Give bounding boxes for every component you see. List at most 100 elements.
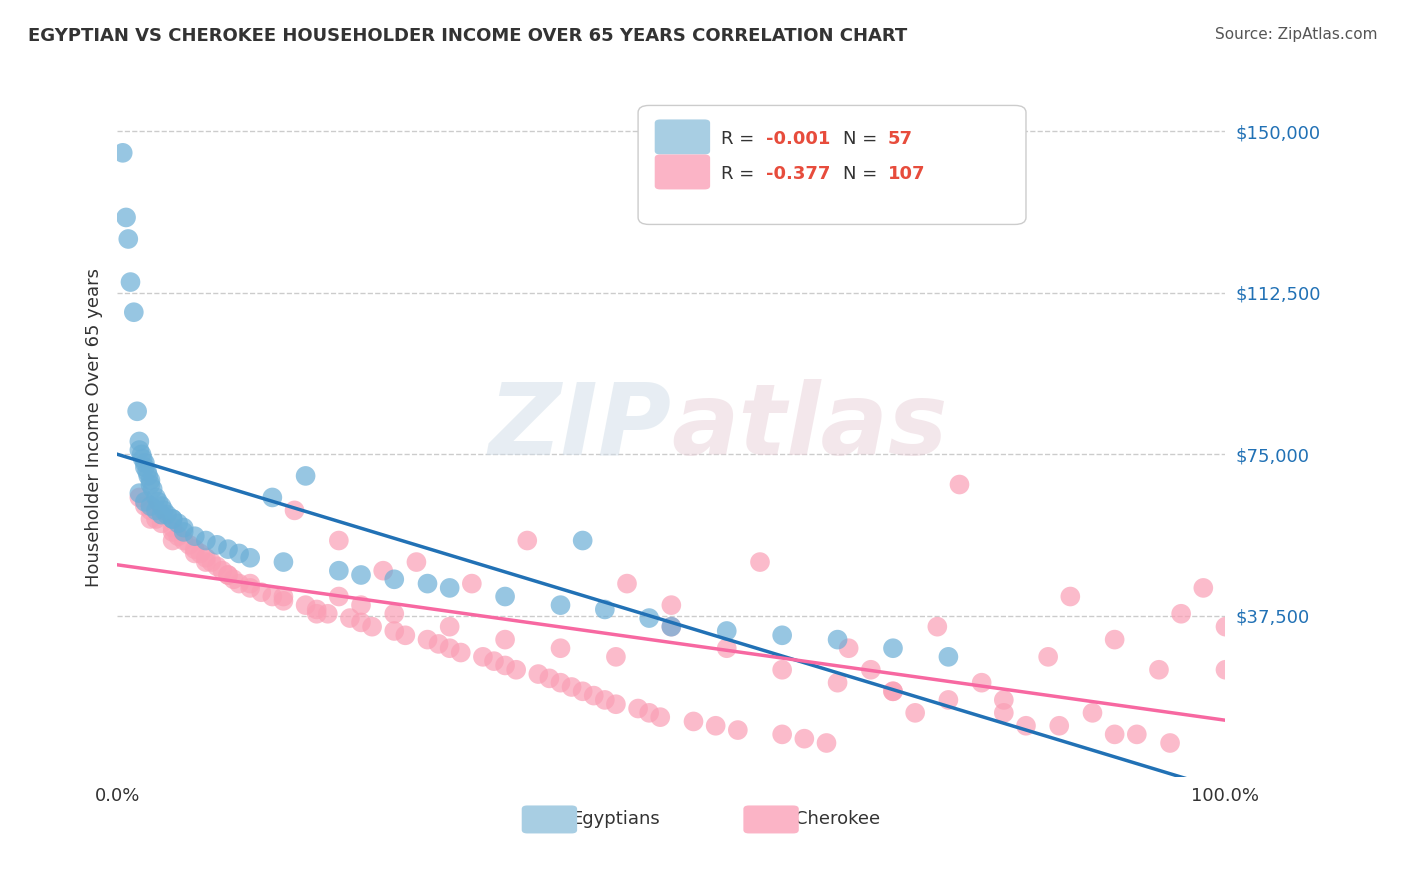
Point (239, 576, 262, 591)
Point (162, 524, 184, 539)
Point (659, 620, 682, 634)
Point (405, 555, 427, 569)
Point (627, 701, 650, 715)
Point (142, 482, 165, 496)
Point (273, 555, 295, 569)
FancyBboxPatch shape (522, 805, 576, 833)
Point (1159, 736, 1181, 750)
FancyBboxPatch shape (655, 120, 710, 154)
Text: Cherokee: Cherokee (794, 811, 880, 829)
Point (450, 646, 472, 660)
Point (550, 598, 572, 612)
Point (593, 693, 616, 707)
Point (228, 546, 250, 560)
Point (184, 529, 207, 543)
Text: -0.001: -0.001 (765, 130, 830, 148)
Point (262, 491, 284, 505)
Text: ZIP: ZIP (488, 379, 671, 476)
Point (482, 654, 505, 668)
Point (373, 564, 395, 578)
Point (305, 607, 328, 621)
Point (228, 576, 250, 591)
Point (205, 538, 228, 552)
Text: N =: N = (844, 165, 883, 183)
Point (139, 499, 162, 513)
Point (494, 590, 516, 604)
Point (471, 649, 494, 664)
Point (262, 590, 284, 604)
Point (770, 628, 793, 642)
Point (205, 559, 228, 574)
Point (139, 512, 162, 526)
Point (117, 232, 139, 246)
Point (128, 486, 150, 500)
Point (904, 706, 927, 720)
Point (145, 512, 167, 526)
Point (516, 533, 538, 548)
Point (1036, 649, 1059, 664)
Point (993, 706, 1015, 720)
Point (582, 689, 605, 703)
Point (1192, 581, 1215, 595)
Point (179, 538, 201, 552)
Point (273, 594, 295, 608)
Point (416, 576, 439, 591)
Point (273, 590, 295, 604)
Point (605, 649, 627, 664)
Point (173, 520, 195, 534)
Text: R =: R = (721, 165, 761, 183)
Point (882, 684, 904, 698)
Point (194, 533, 217, 548)
Point (162, 512, 184, 526)
Point (1015, 719, 1038, 733)
Point (882, 641, 904, 656)
Point (1215, 620, 1237, 634)
Point (136, 469, 159, 483)
Point (316, 607, 339, 621)
Point (194, 550, 217, 565)
Point (211, 564, 233, 578)
Point (139, 477, 162, 491)
Point (638, 706, 661, 720)
Point (650, 710, 672, 724)
Point (938, 693, 960, 707)
Point (173, 533, 195, 548)
Point (416, 632, 439, 647)
Point (162, 512, 184, 526)
Point (217, 568, 239, 582)
Point (1104, 632, 1126, 647)
Point (571, 684, 593, 698)
FancyBboxPatch shape (638, 105, 1026, 225)
Point (156, 508, 179, 522)
Text: 107: 107 (887, 165, 925, 183)
Point (593, 602, 616, 616)
Point (859, 663, 882, 677)
Text: R =: R = (721, 130, 761, 148)
Point (217, 542, 239, 557)
Point (439, 581, 461, 595)
Point (217, 568, 239, 582)
Point (128, 434, 150, 449)
Point (815, 736, 838, 750)
Point (128, 491, 150, 505)
Point (134, 456, 156, 470)
Point (222, 572, 245, 586)
Point (1126, 727, 1149, 741)
Point (136, 465, 159, 479)
Point (350, 598, 373, 612)
Point (727, 723, 749, 737)
Point (494, 658, 516, 673)
Point (927, 620, 949, 634)
Text: -0.377: -0.377 (765, 165, 830, 183)
Point (150, 508, 173, 522)
Point (134, 460, 156, 475)
Point (1215, 663, 1237, 677)
Point (361, 620, 384, 634)
Point (127, 404, 149, 418)
Point (194, 555, 217, 569)
Point (793, 731, 815, 746)
Point (439, 641, 461, 656)
Point (239, 550, 262, 565)
FancyBboxPatch shape (744, 805, 799, 833)
Point (167, 529, 190, 543)
